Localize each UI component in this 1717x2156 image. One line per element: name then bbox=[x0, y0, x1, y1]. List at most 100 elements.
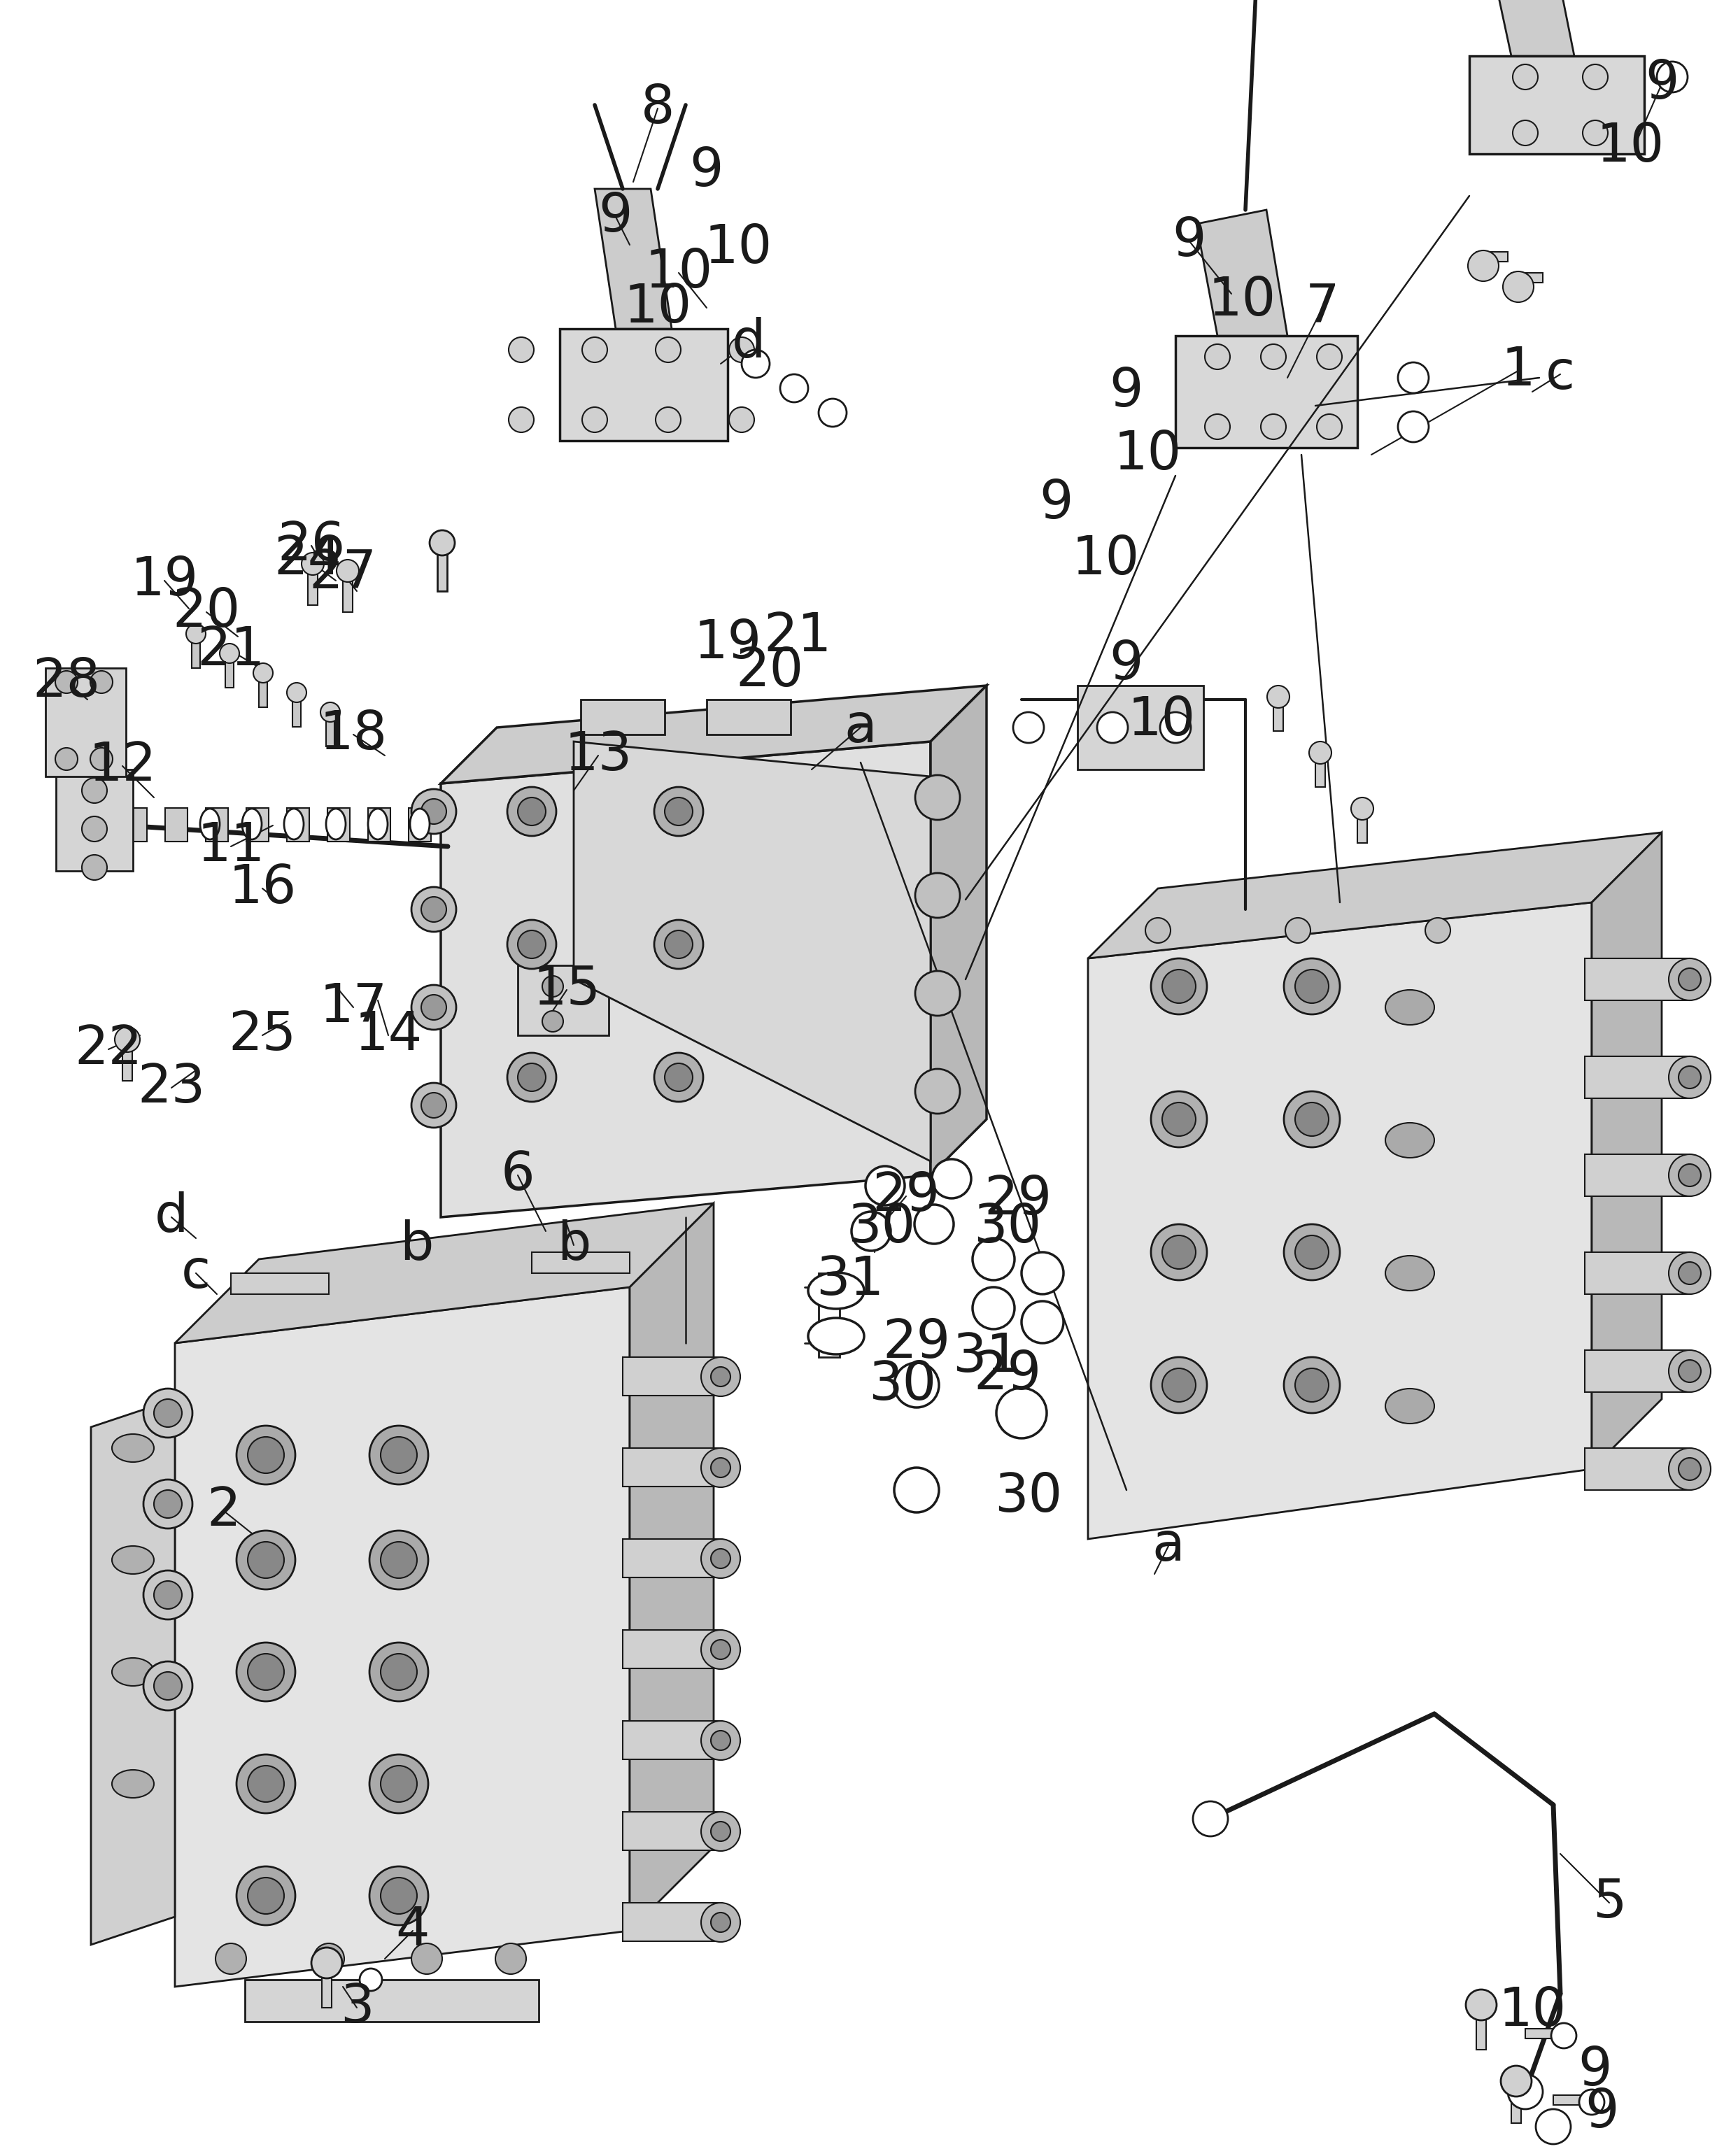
Bar bbox=[560, 328, 728, 440]
Circle shape bbox=[1260, 345, 1286, 369]
Circle shape bbox=[1097, 711, 1128, 744]
Bar bbox=[287, 808, 309, 841]
Text: a: a bbox=[1152, 1520, 1185, 1572]
Circle shape bbox=[1679, 1065, 1702, 1089]
Bar bbox=[230, 1274, 330, 1294]
Bar bbox=[1078, 686, 1204, 770]
Circle shape bbox=[972, 1287, 1015, 1328]
Text: 9: 9 bbox=[1578, 2044, 1612, 2096]
Polygon shape bbox=[1089, 832, 1662, 959]
Circle shape bbox=[314, 1943, 343, 1975]
Circle shape bbox=[247, 1654, 283, 1690]
Circle shape bbox=[543, 977, 563, 996]
Circle shape bbox=[1679, 1360, 1702, 1382]
Text: 9: 9 bbox=[1109, 638, 1144, 690]
Text: 30: 30 bbox=[869, 1358, 936, 1410]
Circle shape bbox=[115, 1026, 139, 1052]
Circle shape bbox=[1669, 1056, 1710, 1097]
Bar bbox=[1511, 2085, 1521, 2124]
Circle shape bbox=[91, 671, 113, 694]
Text: 17: 17 bbox=[319, 981, 388, 1033]
Circle shape bbox=[701, 1356, 740, 1397]
Bar bbox=[328, 808, 350, 841]
Text: b: b bbox=[400, 1220, 433, 1272]
Text: 9: 9 bbox=[1585, 2087, 1619, 2139]
Text: 18: 18 bbox=[319, 709, 388, 761]
Bar bbox=[122, 1041, 132, 1080]
Circle shape bbox=[1284, 1091, 1339, 1147]
Text: 9: 9 bbox=[1109, 367, 1144, 418]
Bar bbox=[57, 770, 132, 871]
Circle shape bbox=[701, 1904, 740, 1943]
Circle shape bbox=[711, 1822, 730, 1841]
Circle shape bbox=[582, 336, 608, 362]
Circle shape bbox=[1679, 1164, 1702, 1186]
Circle shape bbox=[237, 1425, 295, 1485]
Circle shape bbox=[337, 561, 359, 582]
Circle shape bbox=[369, 1867, 428, 1925]
Circle shape bbox=[144, 1570, 192, 1619]
Circle shape bbox=[1295, 1235, 1329, 1270]
Bar bbox=[292, 696, 300, 727]
Ellipse shape bbox=[112, 1434, 155, 1462]
Bar bbox=[259, 675, 268, 707]
Ellipse shape bbox=[1386, 990, 1434, 1024]
Circle shape bbox=[1398, 362, 1429, 392]
Bar bbox=[707, 699, 790, 735]
Circle shape bbox=[915, 1205, 953, 1244]
Circle shape bbox=[55, 671, 77, 694]
Circle shape bbox=[711, 1367, 730, 1386]
Circle shape bbox=[664, 798, 692, 826]
Circle shape bbox=[82, 817, 106, 841]
Text: a: a bbox=[845, 701, 877, 752]
Circle shape bbox=[321, 703, 340, 722]
Circle shape bbox=[144, 1662, 192, 1710]
Circle shape bbox=[1205, 345, 1229, 369]
Circle shape bbox=[701, 1630, 740, 1669]
Circle shape bbox=[1162, 1102, 1195, 1136]
Circle shape bbox=[1150, 959, 1207, 1013]
Polygon shape bbox=[91, 1399, 175, 1945]
Ellipse shape bbox=[1386, 1388, 1434, 1423]
Circle shape bbox=[220, 645, 239, 664]
Circle shape bbox=[895, 1468, 939, 1511]
Circle shape bbox=[664, 931, 692, 959]
Circle shape bbox=[381, 1766, 417, 1802]
Circle shape bbox=[1425, 918, 1451, 942]
Circle shape bbox=[421, 800, 446, 824]
Bar bbox=[1274, 699, 1283, 731]
Circle shape bbox=[915, 873, 960, 918]
Bar bbox=[1525, 2029, 1564, 2037]
Circle shape bbox=[412, 1943, 443, 1975]
Text: d: d bbox=[155, 1192, 189, 1244]
Circle shape bbox=[247, 1542, 283, 1578]
Bar bbox=[532, 1253, 630, 1274]
Circle shape bbox=[412, 1082, 457, 1128]
Circle shape bbox=[429, 530, 455, 556]
Circle shape bbox=[1295, 970, 1329, 1003]
Text: 28: 28 bbox=[33, 655, 101, 707]
Circle shape bbox=[421, 994, 446, 1020]
Bar bbox=[246, 1979, 539, 2022]
Circle shape bbox=[1513, 121, 1538, 144]
Circle shape bbox=[311, 1947, 342, 1979]
Circle shape bbox=[1162, 1369, 1195, 1401]
Circle shape bbox=[82, 778, 106, 802]
Circle shape bbox=[1205, 414, 1229, 440]
Ellipse shape bbox=[201, 808, 220, 839]
Polygon shape bbox=[630, 1203, 714, 1932]
Circle shape bbox=[543, 1011, 563, 1033]
Text: 20: 20 bbox=[172, 586, 240, 638]
Polygon shape bbox=[175, 1203, 714, 1343]
Circle shape bbox=[1295, 1102, 1329, 1136]
Circle shape bbox=[664, 1063, 692, 1091]
Circle shape bbox=[155, 1580, 182, 1608]
Circle shape bbox=[507, 921, 556, 968]
Circle shape bbox=[996, 1388, 1047, 1438]
Text: 20: 20 bbox=[735, 645, 804, 696]
Text: 15: 15 bbox=[532, 964, 601, 1015]
Text: 30: 30 bbox=[994, 1470, 1063, 1522]
Polygon shape bbox=[1089, 903, 1592, 1539]
Bar bbox=[321, 1966, 331, 2007]
Circle shape bbox=[865, 1166, 905, 1205]
